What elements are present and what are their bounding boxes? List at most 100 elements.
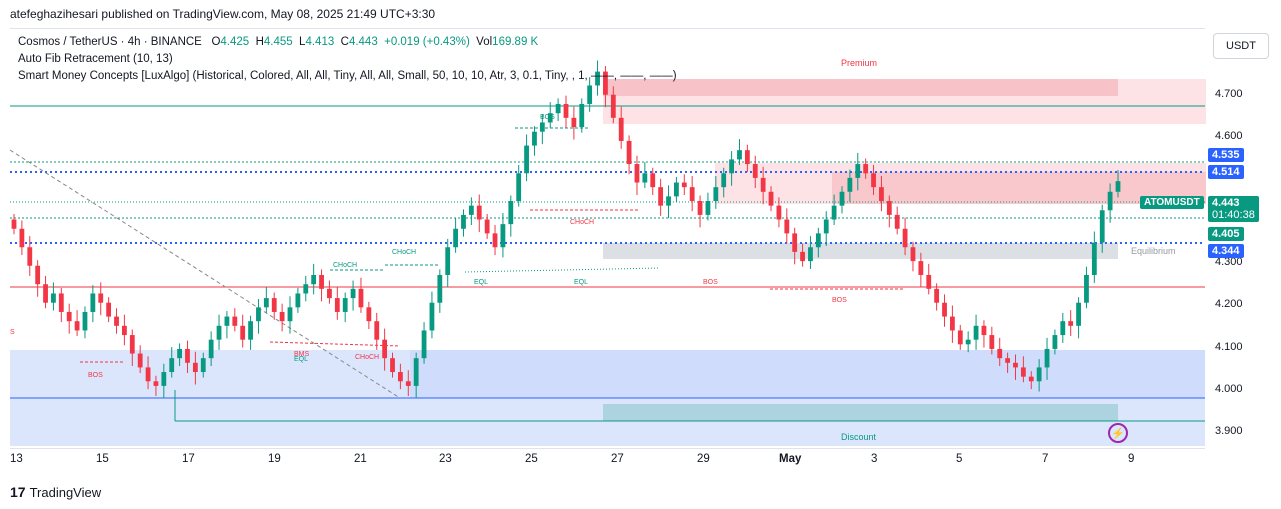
candle-up — [808, 247, 813, 262]
lightning-icon[interactable]: ⚡ — [1108, 423, 1128, 443]
candle-down — [35, 265, 41, 285]
time-tick: 21 — [354, 453, 367, 465]
candle-up — [595, 71, 600, 86]
indicator-fib[interactable]: Auto Fib Retracement (10, 13) — [18, 53, 173, 65]
candle-up — [532, 131, 537, 146]
candle-up — [453, 228, 458, 248]
time-tick: 3 — [871, 453, 878, 465]
last-price-tag: 4.443 01:40:38 — [1208, 196, 1259, 222]
choch-label-3: CHoCH — [333, 262, 358, 269]
time-tick: 29 — [697, 453, 710, 465]
countdown: 01:40:38 — [1212, 209, 1255, 221]
symbol-name[interactable]: Cosmos / TetherUS · 4h · BINANCE — [18, 36, 202, 48]
choch-label-4: CHoCH — [355, 354, 380, 361]
candle-up — [437, 274, 443, 303]
price-tag-4344: 4.344 — [1208, 244, 1244, 258]
candle-down — [918, 261, 924, 275]
candle-up — [1115, 181, 1121, 192]
time-tick: 17 — [182, 453, 195, 465]
candle-up — [500, 224, 506, 248]
candle-down — [122, 325, 127, 336]
choch-line-4 — [269, 341, 401, 347]
candle-down — [689, 187, 695, 202]
candle-down — [1013, 362, 1018, 368]
candle-up — [973, 325, 979, 340]
candle-down — [957, 330, 963, 345]
candle-down — [784, 219, 790, 234]
candle-up — [51, 293, 56, 303]
candle-up — [90, 293, 96, 312]
candle-up — [82, 311, 88, 331]
bos-label-4: BOS — [88, 372, 103, 379]
time-tick: 7 — [1042, 453, 1049, 465]
candle-up — [303, 284, 309, 294]
candle-down — [492, 233, 498, 248]
candle-up — [224, 316, 230, 326]
candle-up — [200, 358, 206, 373]
candle-down — [886, 201, 892, 215]
candle-down — [476, 205, 482, 220]
time-tick: 19 — [268, 453, 281, 465]
candle-down — [997, 348, 1003, 359]
candle-up — [421, 330, 427, 359]
candle-up — [729, 159, 734, 174]
candle-up — [831, 205, 837, 220]
candle-down — [484, 219, 490, 234]
price-tick: 4.700 — [1215, 88, 1243, 100]
candle-down — [145, 367, 151, 382]
candle-down — [319, 274, 324, 289]
chart-frame[interactable] — [10, 28, 1205, 449]
candle-up — [524, 145, 529, 174]
symbol-tag: ATOMUSDT — [1140, 196, 1204, 209]
candle-down — [11, 219, 17, 229]
candle-down — [185, 348, 190, 363]
choch-label-1: CHoCH — [570, 219, 595, 226]
candle-down — [279, 311, 285, 322]
price-tick: 3.900 — [1215, 425, 1243, 437]
eql-label-3: EQL — [294, 356, 309, 363]
candle-down — [950, 316, 955, 331]
candle-up — [815, 233, 821, 248]
candle-down — [871, 173, 876, 188]
eql-label-2: EQL — [574, 279, 589, 286]
currency-button[interactable]: USDT — [1213, 33, 1269, 59]
candle-up — [1044, 348, 1050, 368]
bms-label: BMS — [294, 351, 310, 358]
candle-up — [350, 288, 356, 299]
candle-up — [248, 321, 253, 340]
candle-down — [571, 117, 577, 128]
discount-zone-dark — [603, 404, 1118, 421]
candle-down — [98, 293, 104, 303]
time-tick: 15 — [96, 453, 109, 465]
candle-down — [334, 298, 340, 312]
candle-up — [823, 219, 829, 234]
candle-down — [681, 182, 687, 188]
publisher-line: atefeghazihesari published on TradingVie… — [10, 7, 436, 21]
candle-up — [705, 201, 711, 215]
candle-down — [43, 284, 48, 303]
price-tick: 4.200 — [1215, 298, 1243, 310]
candle-down — [610, 94, 616, 118]
equilibrium-zone — [603, 243, 1118, 259]
candle-up — [216, 325, 222, 340]
candle-up — [287, 307, 293, 322]
price-tick: 4.300 — [1215, 256, 1243, 268]
candle-down — [981, 325, 987, 336]
candle-up — [256, 307, 261, 322]
candle-up — [311, 274, 317, 285]
candle-down — [192, 362, 198, 373]
candle-down — [768, 191, 774, 206]
candle-up — [1076, 302, 1081, 326]
candle-up — [855, 164, 861, 178]
tradingview-logo[interactable]: 17 TradingView — [10, 484, 101, 500]
price-tag-4405: 4.405 — [1208, 227, 1244, 241]
price-tag-4514: 4.514 — [1208, 165, 1244, 179]
candle-up — [161, 372, 167, 386]
bos-label-1: BOS — [540, 114, 555, 121]
candle-down — [650, 173, 656, 188]
indicator-smc[interactable]: Smart Money Concepts [LuxAlgo] (Historic… — [18, 70, 677, 82]
candle-up — [579, 103, 585, 128]
candle-down — [563, 103, 569, 118]
candles — [11, 60, 1121, 399]
